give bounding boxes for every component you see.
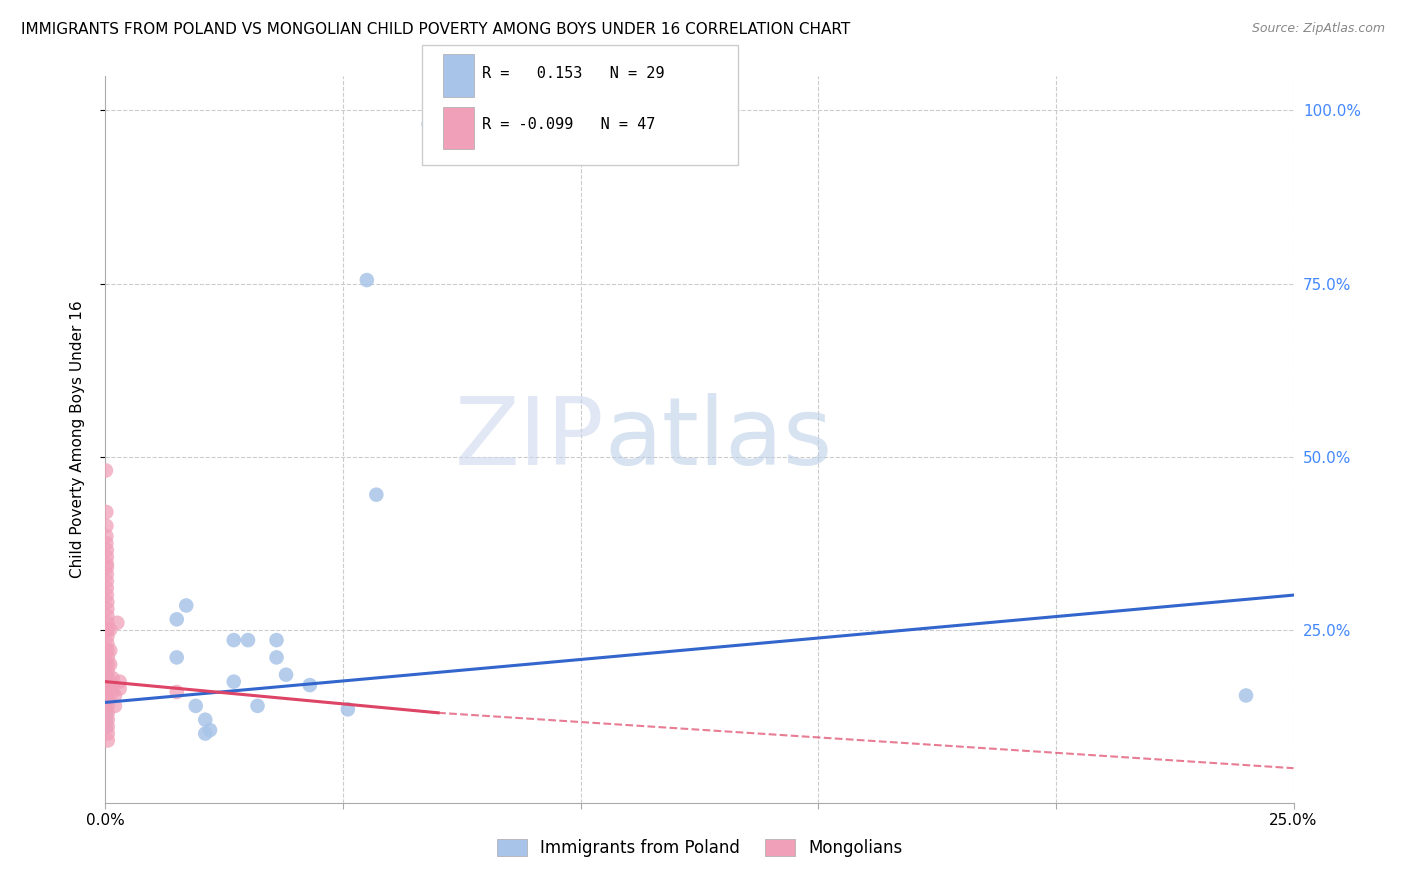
Point	[236, 633, 259, 648]
Point	[266, 650, 288, 665]
Point	[94, 713, 117, 727]
Point	[184, 698, 207, 713]
Point	[98, 657, 121, 672]
Text: R = -0.099   N = 47: R = -0.099 N = 47	[482, 118, 655, 132]
Point	[94, 463, 117, 477]
Point	[96, 602, 118, 616]
Point	[101, 685, 124, 699]
Point	[97, 657, 120, 672]
Point	[174, 599, 197, 613]
Point	[298, 678, 321, 692]
Point	[97, 665, 120, 679]
Point	[97, 689, 120, 703]
Point	[274, 667, 297, 681]
Point	[94, 689, 117, 703]
Point	[96, 643, 118, 657]
Point	[101, 678, 124, 692]
Point	[96, 519, 118, 533]
Point	[366, 488, 388, 502]
Point	[108, 674, 131, 689]
Point	[166, 612, 188, 626]
Point	[105, 615, 128, 630]
Point	[96, 536, 118, 550]
Point	[97, 685, 120, 699]
Point	[108, 681, 131, 696]
Point	[96, 608, 118, 623]
Point	[266, 633, 288, 648]
Point	[336, 702, 359, 716]
Point	[98, 623, 121, 637]
Point	[96, 560, 118, 574]
Point	[94, 657, 117, 672]
Point	[222, 674, 245, 689]
Point	[96, 543, 118, 558]
Point	[96, 567, 118, 582]
Point	[97, 720, 120, 734]
Point	[101, 671, 124, 685]
Point	[194, 713, 217, 727]
Point	[97, 713, 120, 727]
Point	[96, 549, 118, 564]
Point	[166, 685, 188, 699]
Point	[94, 720, 117, 734]
Point	[194, 726, 217, 740]
Point	[198, 723, 221, 737]
Point	[97, 698, 120, 713]
Text: Source: ZipAtlas.com: Source: ZipAtlas.com	[1251, 22, 1385, 36]
Point	[97, 692, 120, 706]
Point	[94, 674, 117, 689]
Point	[166, 650, 188, 665]
Point	[94, 689, 117, 703]
Point	[246, 698, 269, 713]
Point	[1234, 689, 1257, 703]
Text: IMMIGRANTS FROM POLAND VS MONGOLIAN CHILD POVERTY AMONG BOYS UNDER 16 CORRELATIO: IMMIGRANTS FROM POLAND VS MONGOLIAN CHIL…	[21, 22, 851, 37]
Point	[96, 557, 118, 571]
Point	[222, 633, 245, 648]
Text: R =   0.153   N = 29: R = 0.153 N = 29	[482, 66, 665, 81]
Point	[96, 588, 118, 602]
Point	[96, 595, 118, 609]
Text: atlas: atlas	[605, 393, 832, 485]
Point	[94, 698, 117, 713]
Y-axis label: Child Poverty Among Boys Under 16: Child Poverty Among Boys Under 16	[70, 301, 84, 578]
Point	[96, 615, 118, 630]
Point	[98, 643, 121, 657]
Point	[97, 650, 120, 665]
Point	[94, 706, 117, 720]
Point	[104, 689, 127, 703]
Point	[356, 273, 378, 287]
Point	[96, 630, 118, 644]
Point	[97, 733, 120, 747]
Point	[104, 698, 127, 713]
Point	[97, 726, 120, 740]
Point	[96, 505, 118, 519]
Legend: Immigrants from Poland, Mongolians: Immigrants from Poland, Mongolians	[489, 832, 910, 863]
Point	[97, 671, 120, 685]
Point	[418, 117, 440, 131]
Point	[96, 574, 118, 589]
Point	[97, 706, 120, 720]
Point	[94, 706, 117, 720]
Point	[94, 667, 117, 681]
Point	[96, 581, 118, 595]
Point	[94, 692, 117, 706]
Point	[96, 623, 118, 637]
Text: ZIP: ZIP	[454, 393, 605, 485]
Point	[96, 636, 118, 650]
Point	[96, 529, 118, 543]
Point	[97, 678, 120, 692]
